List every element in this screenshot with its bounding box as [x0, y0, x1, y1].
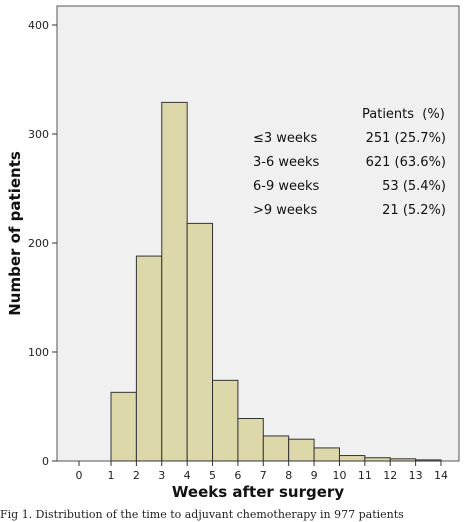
bar-2-3: [135, 255, 163, 462]
y-tick-label-200: 200: [28, 237, 49, 250]
annotation-label: 6-9 weeks: [253, 179, 320, 194]
bar-7-8: [262, 435, 290, 462]
annotation-value: 251 (25.7%): [366, 131, 446, 146]
x-tick-label-5: 5: [209, 469, 216, 482]
x-tick-label-0: 0: [76, 469, 83, 482]
x-tick-label-7: 7: [260, 469, 267, 482]
x-tick-label-6: 6: [234, 469, 241, 482]
x-tick-label-3: 3: [158, 469, 165, 482]
annotation-table: Patients (%) ≤3 weeks 251 (25.7%) 3-6 week…: [253, 107, 446, 218]
y-tick-label-400: 400: [28, 19, 49, 32]
x-axis: 0 1 2 3 4 5 6 7 8 9 10 11 12 13 14: [76, 461, 448, 482]
x-tick-label-8: 8: [285, 469, 292, 482]
x-tick-label-9: 9: [311, 469, 318, 482]
bar-1-2: [110, 391, 137, 462]
bar-11-12: [364, 457, 391, 462]
x-axis-title: Weeks after surgery: [172, 483, 344, 501]
annotation-value: 53 (5.4%): [382, 179, 446, 194]
bars-group: [110, 101, 442, 462]
x-tick-label-2: 2: [133, 469, 140, 482]
bar-13-14: [415, 459, 442, 462]
plot-area: [56, 5, 460, 462]
y-tick-label-300: 300: [28, 128, 49, 141]
x-tick-label-13: 13: [409, 469, 423, 482]
bar-5-6: [212, 379, 239, 462]
x-tick-label-14: 14: [434, 469, 448, 482]
bar-6-7: [237, 417, 264, 462]
y-axis: 0 100 200 300 400: [28, 19, 57, 468]
annotation-label: ≤3 weeks: [253, 131, 317, 146]
bar-8-9: [288, 438, 315, 462]
x-tick-label-10: 10: [332, 469, 346, 482]
x-tick-label-1: 1: [108, 469, 115, 482]
y-tick-label-100: 100: [28, 346, 49, 359]
figure-caption: Fig 1. Distribution of the time to adjuv…: [0, 508, 404, 521]
x-tick-label-4: 4: [184, 469, 191, 482]
bar-4-5: [186, 222, 214, 462]
bar-12-13: [389, 458, 417, 462]
x-tick-label-11: 11: [358, 469, 372, 482]
annotation-header: Patients (%): [362, 107, 445, 122]
x-tick-label-12: 12: [383, 469, 397, 482]
bar-3-4: [161, 101, 188, 462]
annotation-value: 21 (5.2%): [382, 203, 446, 218]
annotation-value: 621 (63.6%): [366, 155, 446, 170]
annotation-label: >9 weeks: [253, 203, 317, 218]
y-tick-label-0: 0: [42, 455, 49, 468]
annotation-label: 3-6 weeks: [253, 155, 320, 170]
bar-9-10: [313, 447, 340, 462]
bar-10-11: [338, 455, 366, 462]
y-axis-title: Number of patients: [6, 151, 24, 316]
